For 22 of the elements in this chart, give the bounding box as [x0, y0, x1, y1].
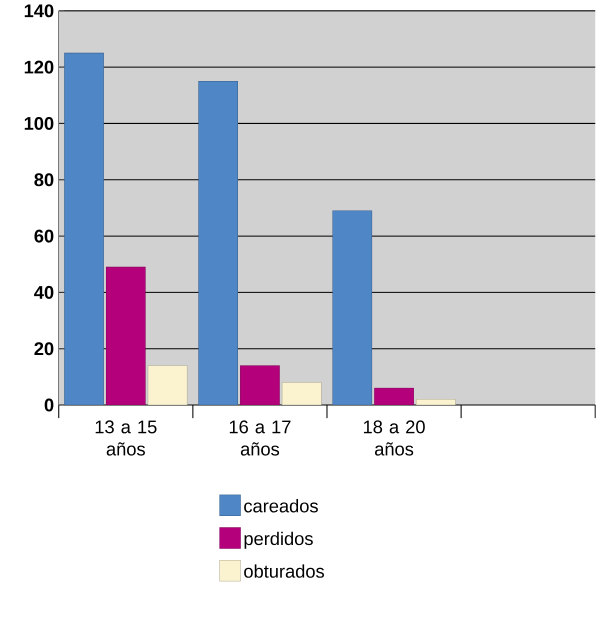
legend-label: obturados [244, 564, 324, 578]
y-tick-label: 100 [24, 116, 54, 130]
y-tick-label: 80 [34, 173, 54, 186]
bar [64, 52, 104, 406]
x-tick-label: 18 a 20 años [364, 420, 425, 456]
bar [106, 266, 146, 406]
bar [282, 382, 322, 406]
y-tick-label: 20 [34, 342, 54, 356]
y-tick-label: 40 [34, 286, 54, 299]
bar [374, 388, 414, 406]
y-tick-label: 140 [24, 4, 54, 18]
y-tick-label: 0 [44, 398, 54, 412]
x-tick-label: 16 a 17 años [230, 420, 291, 456]
y-tick-label: 120 [24, 60, 54, 74]
bar [240, 365, 280, 406]
y-tick-label: 60 [34, 230, 54, 243]
legend-label: perdidos [244, 532, 313, 549]
bar [148, 365, 188, 406]
x-tick-label: 13 a 15 años [96, 420, 157, 456]
bar [198, 80, 238, 406]
bar [332, 210, 372, 406]
legend-label: careados [244, 499, 318, 512]
